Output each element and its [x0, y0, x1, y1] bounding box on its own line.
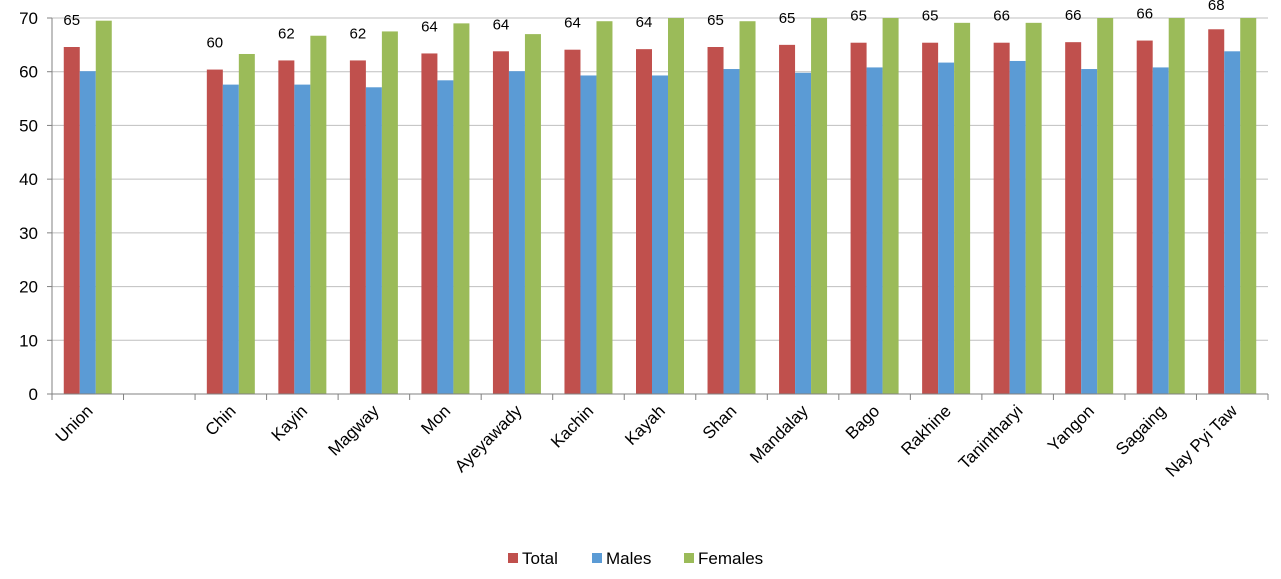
bar-females	[95, 20, 112, 394]
data-label: 66	[1136, 6, 1153, 23]
legend-swatch	[592, 553, 602, 563]
bar-total	[1208, 29, 1225, 395]
x-tick-label: Rakhine	[897, 401, 955, 459]
bars	[63, 18, 1257, 395]
x-tick-label: Nay Pyi Taw	[1162, 401, 1242, 481]
y-tick-label: 60	[19, 63, 38, 82]
bar-females	[1097, 18, 1114, 394]
data-label: 65	[922, 8, 939, 25]
bar-total	[779, 44, 796, 394]
bar-males	[79, 71, 96, 395]
bar-males	[508, 71, 525, 395]
x-tick-label: Bago	[842, 401, 884, 443]
y-tick-label: 30	[19, 224, 38, 243]
bar-males	[437, 80, 454, 395]
bar-males	[222, 84, 239, 394]
x-tick-label: Mon	[417, 401, 454, 438]
bar-males	[652, 75, 668, 394]
bar-total	[850, 42, 867, 395]
bar-total	[636, 49, 652, 394]
y-tick-label: 70	[19, 9, 38, 28]
x-tick-label: Mandalay	[746, 401, 812, 467]
bar-females	[238, 53, 255, 394]
data-label: 62	[350, 25, 367, 42]
y-tick-label: 10	[19, 331, 38, 350]
bar-males	[1009, 60, 1026, 394]
data-label: 65	[779, 10, 796, 27]
bar-total	[206, 69, 223, 395]
bar-females	[381, 31, 398, 395]
x-tick-label: Ayeyawady	[451, 401, 526, 476]
bar-total	[278, 60, 295, 394]
data-label: 64	[421, 18, 438, 35]
bar-males	[1081, 69, 1098, 395]
bar-females	[1168, 18, 1185, 394]
data-label: 64	[564, 15, 581, 32]
bar-total	[993, 42, 1010, 395]
legend: Total Males Females	[508, 549, 763, 568]
y-tick-label: 0	[29, 385, 38, 404]
legend-swatch	[684, 553, 694, 563]
bar-females	[811, 18, 828, 394]
x-tick-label: Chin	[201, 401, 239, 439]
bar-total	[922, 42, 939, 395]
legend-label: Females	[698, 549, 763, 568]
bar-females	[1025, 22, 1042, 394]
bar-females	[524, 34, 541, 394]
bar-total	[63, 47, 80, 395]
bar-males	[580, 75, 597, 394]
bar-females	[1240, 18, 1257, 394]
bar-males	[723, 69, 740, 395]
data-label: 60	[206, 35, 223, 52]
y-tick-label: 40	[19, 170, 38, 189]
data-label: 66	[993, 8, 1010, 25]
data-label: 62	[278, 25, 295, 42]
bar-males	[866, 67, 883, 394]
bar-females	[310, 35, 327, 395]
bar-males	[294, 84, 311, 394]
bar-females	[453, 23, 470, 394]
x-tick-label: Kayin	[268, 401, 312, 445]
data-labels: 65 60 62 62 64 64 64 64 65 65 65 65 66 66 66 68	[63, 0, 1224, 52]
data-label: 65	[63, 12, 80, 29]
data-label: 65	[850, 8, 867, 25]
data-label: 64	[636, 14, 653, 31]
bar-females	[739, 21, 756, 394]
bar-total	[1065, 42, 1082, 395]
x-tick-label: Shan	[699, 401, 741, 443]
bar-total	[564, 49, 581, 394]
legend-swatch	[508, 553, 518, 563]
bar-total	[1136, 40, 1153, 395]
bar-females	[954, 22, 971, 394]
x-tick-label: Union	[52, 401, 97, 446]
bar-males	[795, 72, 812, 394]
bar-males	[365, 87, 382, 394]
bar-females	[882, 18, 899, 394]
x-tick-label: Kayah	[621, 401, 669, 449]
bar-total	[349, 60, 366, 394]
legend-label: Total	[522, 549, 558, 568]
x-tick-label: Yangon	[1044, 401, 1098, 455]
x-tick-label: Kachin	[547, 401, 597, 451]
data-label: 64	[493, 16, 510, 33]
bar-total	[421, 53, 438, 395]
data-label: 68	[1208, 0, 1225, 14]
legend-label: Males	[606, 549, 651, 568]
x-tick-label: Magway	[325, 401, 384, 460]
bar-males	[1224, 51, 1241, 394]
bar-total	[492, 51, 509, 394]
bar-total	[707, 47, 724, 395]
x-tick-label: Tanintharyi	[955, 401, 1027, 473]
bar-females	[668, 18, 684, 394]
bar-males	[1152, 67, 1169, 394]
bar-females	[596, 21, 613, 394]
data-label: 65	[707, 12, 724, 29]
x-tick-label: Sagaing	[1112, 401, 1170, 459]
y-tick-label: 20	[19, 278, 38, 297]
y-tick-label: 50	[19, 116, 38, 135]
bar-males	[938, 62, 955, 394]
data-label: 66	[1065, 7, 1082, 24]
